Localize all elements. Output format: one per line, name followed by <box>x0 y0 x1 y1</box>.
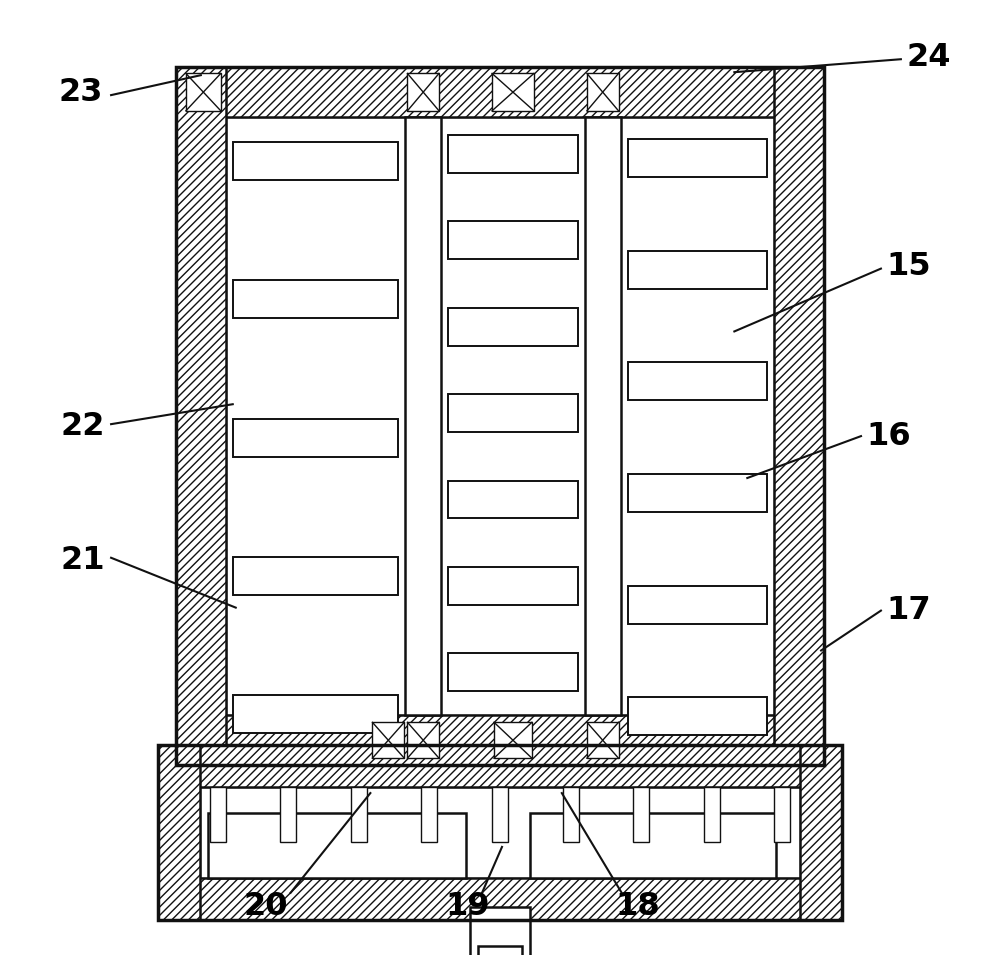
Bar <box>176 67 824 765</box>
Bar <box>448 135 578 173</box>
Bar <box>585 117 621 715</box>
Bar <box>628 250 767 289</box>
Bar <box>351 787 367 841</box>
Text: 22: 22 <box>61 411 105 442</box>
Bar <box>405 117 441 715</box>
Bar <box>492 787 508 841</box>
Bar <box>176 715 824 765</box>
Bar <box>774 67 824 765</box>
Bar <box>704 787 720 841</box>
Bar <box>530 813 776 878</box>
Bar <box>176 67 226 765</box>
Bar <box>233 280 398 318</box>
Bar <box>158 746 842 920</box>
Bar <box>407 74 439 111</box>
Text: 19: 19 <box>446 891 490 923</box>
Bar <box>233 557 398 595</box>
Bar <box>372 723 404 758</box>
Bar <box>421 787 437 841</box>
Bar <box>176 67 824 117</box>
Bar <box>628 697 767 735</box>
Bar <box>587 723 619 758</box>
Bar <box>158 746 842 787</box>
Text: 17: 17 <box>887 596 931 626</box>
Bar <box>628 586 767 623</box>
Bar <box>158 746 200 920</box>
Bar <box>448 567 578 605</box>
Bar <box>774 787 790 841</box>
Bar <box>448 394 578 432</box>
Text: 21: 21 <box>61 545 105 576</box>
Bar <box>448 222 578 259</box>
Bar <box>587 74 619 111</box>
Bar <box>200 787 800 878</box>
Bar <box>158 878 842 920</box>
Bar <box>280 787 296 841</box>
Bar <box>633 787 649 841</box>
Bar <box>448 653 578 691</box>
Text: 23: 23 <box>59 76 103 108</box>
Bar <box>494 723 532 758</box>
Bar <box>233 142 398 180</box>
Bar <box>186 74 221 111</box>
Bar <box>407 723 439 758</box>
Bar <box>233 419 398 457</box>
Bar <box>448 308 578 346</box>
Bar <box>478 945 522 956</box>
Bar <box>800 746 842 920</box>
Text: 20: 20 <box>243 891 288 923</box>
Bar <box>210 787 226 841</box>
Bar <box>470 907 530 956</box>
Bar <box>208 813 466 878</box>
Text: 24: 24 <box>907 42 951 73</box>
Text: 18: 18 <box>615 891 660 923</box>
Bar <box>628 474 767 511</box>
Bar <box>492 74 534 111</box>
Bar <box>448 481 578 518</box>
Text: 16: 16 <box>867 421 911 451</box>
Bar <box>628 362 767 401</box>
Bar <box>233 695 398 733</box>
Bar <box>226 117 774 715</box>
Text: 15: 15 <box>887 251 931 282</box>
Bar <box>628 139 767 177</box>
Bar <box>563 787 579 841</box>
